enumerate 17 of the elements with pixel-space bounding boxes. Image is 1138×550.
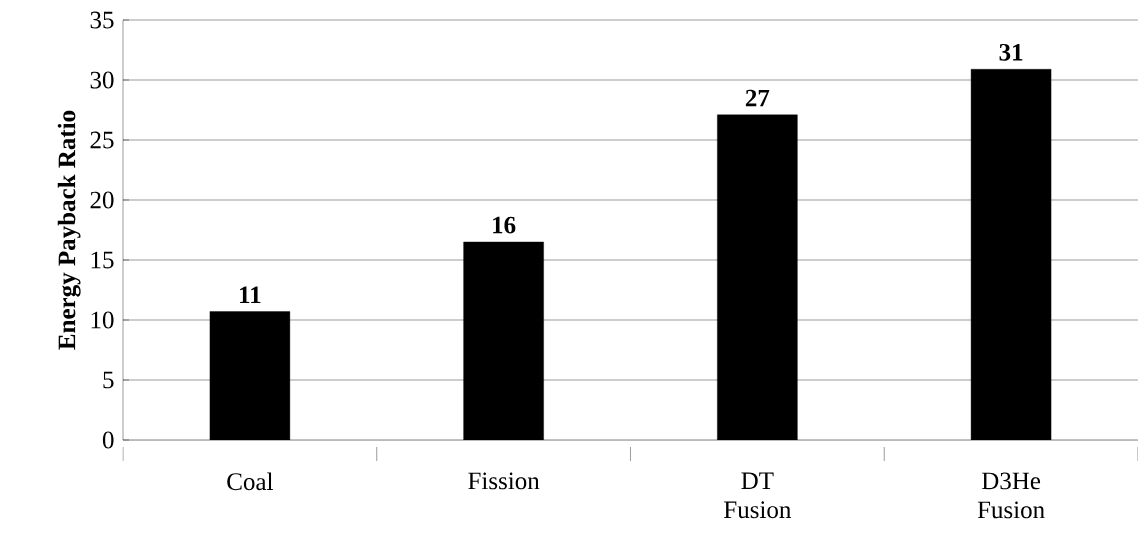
y-tick-label: 20 [90, 191, 114, 209]
y-tick-label: 35 [90, 11, 114, 29]
y-tick-label: 15 [91, 251, 114, 269]
data-label: 27 [745, 89, 770, 107]
y-tick-label: 25 [90, 131, 114, 149]
y-tick-label: 10 [91, 311, 114, 329]
data-label: 16 [493, 216, 516, 234]
data-label: 11 [240, 286, 261, 304]
x-tick-label: Coal [227, 472, 273, 491]
y-tick-label: 0 [102, 431, 114, 449]
x-tick-label: DT Fusion [724, 472, 792, 519]
x-tick-label: D3He Fusion [977, 472, 1045, 519]
y-tick-label: 30 [90, 71, 114, 89]
x-tick-label: Fission [468, 472, 540, 490]
data-label: 31 [999, 43, 1023, 61]
y-axis-title: Energy Payback Ratio [57, 110, 81, 350]
y-tick-label: 5 [103, 371, 114, 389]
